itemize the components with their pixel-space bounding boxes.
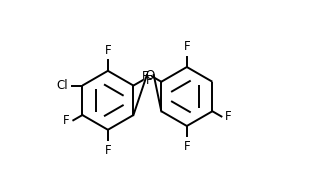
Text: F: F [63, 114, 70, 127]
Text: F: F [184, 40, 190, 53]
Text: F: F [184, 140, 190, 153]
Text: F: F [104, 144, 111, 157]
Text: O: O [146, 69, 155, 82]
Text: F: F [225, 110, 231, 123]
Text: Cl: Cl [57, 79, 69, 92]
Text: F: F [142, 70, 149, 83]
Text: F: F [146, 74, 153, 87]
Text: F: F [104, 44, 111, 57]
